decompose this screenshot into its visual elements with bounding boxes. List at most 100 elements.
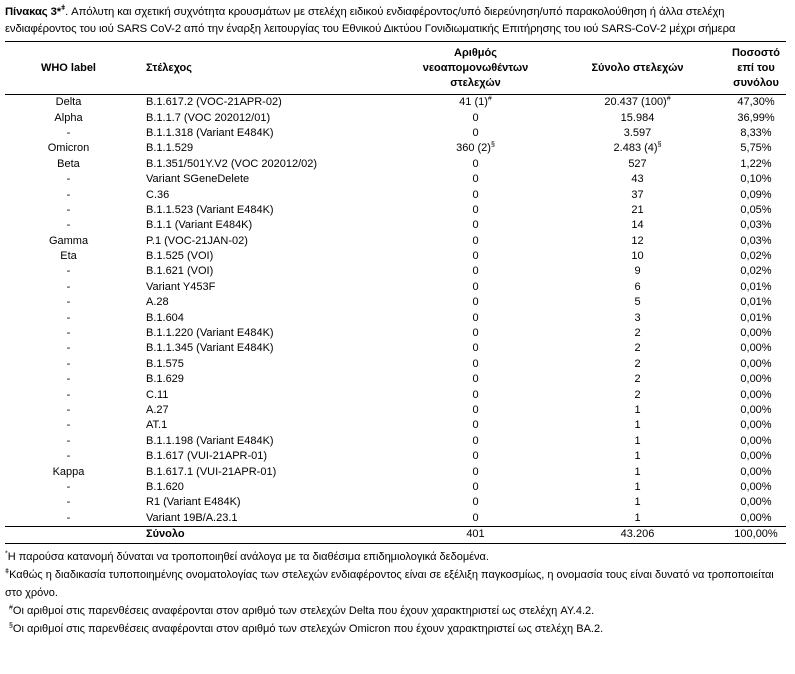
new-cell: 0 — [402, 310, 549, 325]
strain-cell-text: B.1.351/501Y.V2 (VOC 202012/02) — [146, 157, 318, 170]
who-cell-text: - — [66, 480, 71, 493]
total-cell-text: 2 — [634, 373, 641, 386]
pct-cell: 0,00% — [726, 480, 786, 495]
new-cell-text: 0 — [472, 357, 479, 370]
total-cell: 1 — [549, 449, 726, 464]
new-cell-text: 0 — [472, 111, 479, 124]
total-cell: 3 — [549, 310, 726, 325]
pct-cell: 0,00% — [726, 372, 786, 387]
who-cell-text: - — [66, 173, 71, 186]
who-cell: - — [5, 495, 132, 510]
pct-cell: 0,01% — [726, 310, 786, 325]
who-cell-text: - — [66, 388, 71, 401]
table-caption: Πίνακας 3*ǂ. Απόλυτη και σχετική συχνότη… — [5, 4, 790, 38]
total-cell-text: 2.483 (4) — [613, 142, 658, 155]
who-cell: - — [5, 480, 132, 495]
table-row: - B.1.1.318 (Variant E484K) 0 3.597 8,33% — [5, 126, 786, 141]
caption-label: Πίνακας 3*ǂ — [5, 5, 65, 18]
footnote: #Οι αριθμοί στις παρενθέσεις αναφέρονται… — [5, 602, 790, 620]
total-cell: 12 — [549, 234, 726, 249]
pct-cell: 0,00% — [726, 341, 786, 356]
who-cell-text: Delta — [55, 96, 82, 109]
total-cell-text: 527 — [628, 157, 647, 170]
who-cell: Beta — [5, 157, 132, 172]
total-cell: 43 — [549, 172, 726, 187]
new-cell: 360 (2)§ — [402, 141, 549, 156]
strain-cell: R1 (Variant E484K) — [132, 495, 402, 510]
new-cell-text: 0 — [472, 327, 479, 340]
new-cell-text: 0 — [472, 126, 479, 139]
strain-cell-text: Variant Y453F — [146, 280, 216, 293]
new-cell: 0 — [402, 449, 549, 464]
document: Πίνακας 3*ǂ. Απόλυτη και σχετική συχνότη… — [5, 4, 790, 635]
pct-cell-text: 0,00% — [740, 419, 772, 432]
who-cell: - — [5, 280, 132, 295]
table-row: - B.1.575 0 2 0,00% — [5, 357, 786, 372]
table-row: - B.1.617 (VUI-21APR-01) 0 1 0,00% — [5, 449, 786, 464]
new-cell: 0 — [402, 249, 549, 264]
total-cell: 1 — [549, 464, 726, 479]
total-cell-text: 37 — [631, 188, 644, 201]
pct-cell: 5,75% — [726, 141, 786, 156]
new-cell-text: 0 — [472, 296, 479, 309]
strain-cell: A.27 — [132, 403, 402, 418]
strain-cell: B.1.617.2 (VOC-21APR-02) — [132, 95, 402, 111]
pct-cell: 0,00% — [726, 418, 786, 433]
who-cell-text: Alpha — [54, 111, 83, 124]
who-cell: - — [5, 434, 132, 449]
who-cell-text: - — [66, 327, 71, 340]
pct-cell-text: 0,09% — [740, 188, 772, 201]
footnote-text: Οι αριθμοί στις παρενθέσεις αναφέρονται … — [12, 604, 595, 617]
new-cell-text: 0 — [472, 157, 479, 170]
total-total: 43.206 — [620, 528, 655, 541]
who-cell: - — [5, 372, 132, 387]
total-cell: 14 — [549, 218, 726, 233]
new-cell: 0 — [402, 434, 549, 449]
total-cell-text: 2 — [634, 342, 641, 355]
total-cell-text: 2 — [634, 327, 641, 340]
pct-cell-text: 0,00% — [740, 357, 772, 370]
new-cell: 0 — [402, 280, 549, 295]
who-cell-text: - — [66, 434, 71, 447]
table-row: Kappa B.1.617.1 (VUI-21APR-01) 0 1 0,00% — [5, 464, 786, 479]
header-percent: Ποσοστό επί του συνόλου — [731, 46, 781, 89]
new-cell-text: 0 — [472, 511, 479, 524]
who-cell: Kappa — [5, 464, 132, 479]
who-cell-text: Gamma — [48, 234, 89, 247]
pct-cell-text: 47,30% — [737, 96, 775, 109]
new-cell: 0 — [402, 264, 549, 279]
new-cell: 0 — [402, 372, 549, 387]
pct-cell-text: 0,00% — [740, 450, 772, 463]
strain-cell-text: Variant SGeneDelete — [146, 173, 250, 186]
new-cell: 0 — [402, 326, 549, 341]
total-new: 401 — [466, 528, 485, 541]
total-cell-text: 3.597 — [623, 126, 652, 139]
who-cell: Delta — [5, 95, 132, 111]
strain-cell: B.1.629 — [132, 372, 402, 387]
strain-cell-text: C.36 — [146, 188, 170, 201]
who-cell-text: - — [66, 511, 71, 524]
pct-cell-text: 0,00% — [740, 342, 772, 355]
who-cell-text: - — [66, 419, 71, 432]
strain-cell-text: A.28 — [146, 296, 169, 309]
new-cell-text: 0 — [472, 465, 479, 478]
who-cell: Omicron — [5, 141, 132, 156]
pct-cell-text: 0,02% — [740, 250, 772, 263]
who-cell: Alpha — [5, 110, 132, 125]
strain-cell-text: B.1.617.1 (VUI-21APR-01) — [146, 465, 277, 478]
strain-cell-text: C.11 — [146, 388, 169, 401]
footnote-mark: ǂ — [5, 568, 10, 576]
who-cell-text: - — [66, 357, 71, 370]
new-cell: 0 — [402, 157, 549, 172]
total-cell: 3.597 — [549, 126, 726, 141]
new-cell-text: 0 — [472, 419, 479, 432]
pct-cell-text: 36,99% — [737, 111, 775, 124]
strain-cell-text: AT.1 — [146, 419, 168, 432]
who-cell-text: - — [66, 126, 71, 139]
strain-cell: B.1.1.529 — [132, 141, 402, 156]
footnote-mark: § — [9, 622, 13, 630]
total-cell: 10 — [549, 249, 726, 264]
new-cell: 0 — [402, 403, 549, 418]
who-cell: - — [5, 449, 132, 464]
who-cell-text: - — [66, 265, 71, 278]
